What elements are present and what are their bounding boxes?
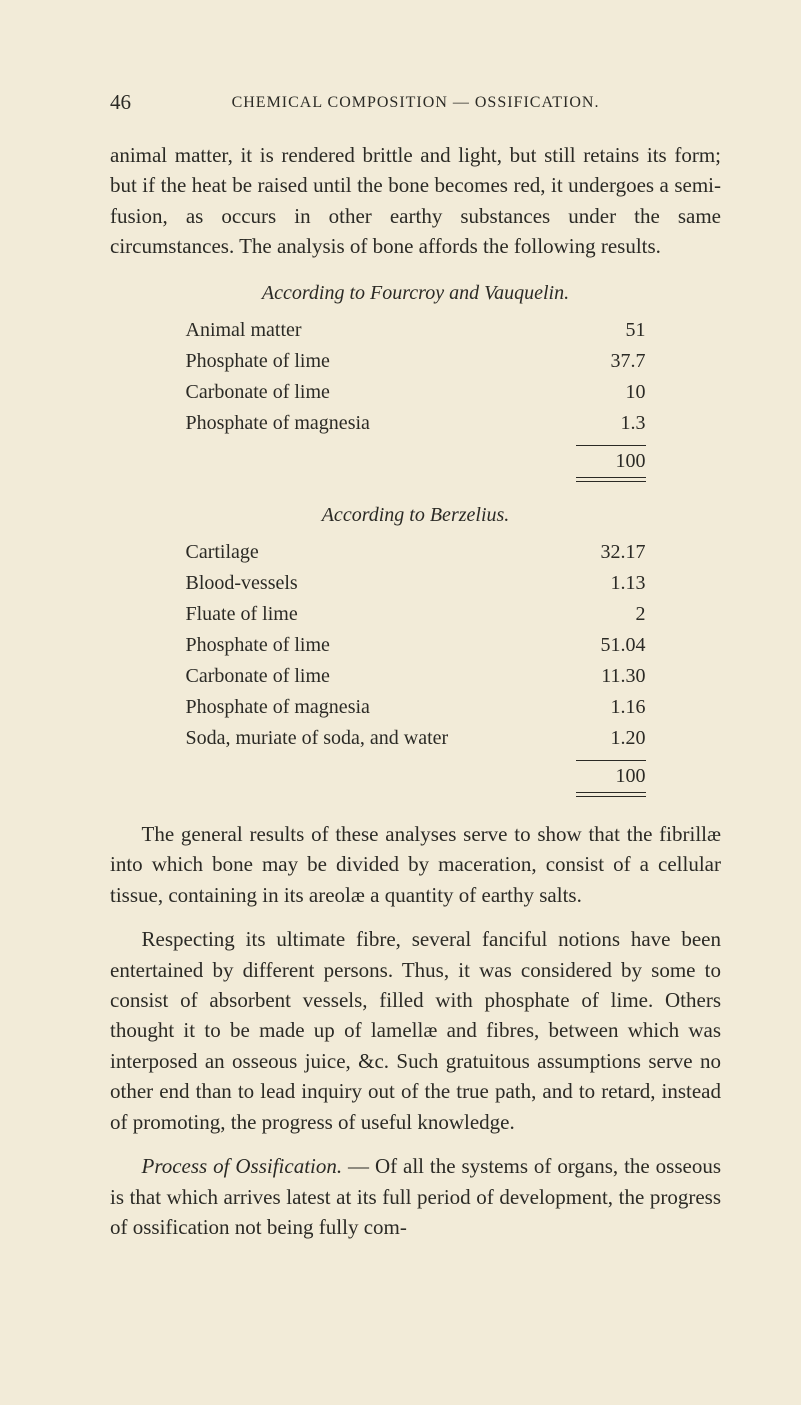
leader-dots (330, 346, 556, 377)
table-row: Cartilage 32.17 (186, 537, 646, 568)
row-value: 1.3 (556, 408, 646, 439)
table1-total: 100 (556, 450, 646, 473)
table-row: Animal matter 51 (186, 315, 646, 346)
leader-dots (302, 315, 556, 346)
row-label: Soda, muriate of soda, and water (186, 723, 449, 754)
sum-rule-double (576, 792, 646, 797)
leader-dots (370, 692, 556, 723)
leader-dots (330, 630, 556, 661)
paragraph-2: The general results of these analyses se… (110, 819, 721, 910)
table-row: Carbonate of lime 10 (186, 377, 646, 408)
table2-total: 100 (556, 765, 646, 788)
row-label: Phosphate of magnesia (186, 692, 370, 723)
paragraph-4-lead: Process of Ossification. (142, 1154, 343, 1178)
page: 46 CHEMICAL COMPOSITION — OSSIFICATION. … (0, 0, 801, 1316)
sum-rule-double (576, 477, 646, 482)
row-label: Phosphate of lime (186, 630, 330, 661)
leader-dots (330, 377, 556, 408)
paragraph-1: animal matter, it is rendered brittle an… (110, 140, 721, 262)
table1-title: According to Fourcroy and Vauquelin. (110, 282, 721, 305)
leader-dots (298, 568, 556, 599)
row-label: Carbonate of lime (186, 661, 330, 692)
table-row: Soda, muriate of soda, and water 1.20 (186, 723, 646, 754)
row-label: Cartilage (186, 537, 259, 568)
paragraph-4: Process of Ossification. — Of all the sy… (110, 1151, 721, 1242)
row-label: Animal matter (186, 315, 302, 346)
table-row: Carbonate of lime 11.30 (186, 661, 646, 692)
table-row: Blood-vessels 1.13 (186, 568, 646, 599)
row-value: 11.30 (556, 661, 646, 692)
row-label: Phosphate of lime (186, 346, 330, 377)
row-value: 1.20 (556, 723, 646, 754)
table-row: Phosphate of magnesia 1.3 (186, 408, 646, 439)
row-value: 51.04 (556, 630, 646, 661)
row-label: Phosphate of magnesia (186, 408, 370, 439)
table1: Animal matter 51 Phosphate of lime 37.7 … (186, 315, 646, 482)
sum-rule (576, 445, 646, 446)
table-row: Fluate of lime 2 (186, 599, 646, 630)
row-value: 32.17 (556, 537, 646, 568)
leader-dots (330, 661, 556, 692)
row-value: 51 (556, 315, 646, 346)
row-value: 37.7 (556, 346, 646, 377)
table-row: Phosphate of lime 51.04 (186, 630, 646, 661)
row-value: 1.13 (556, 568, 646, 599)
table-row: Phosphate of magnesia 1.16 (186, 692, 646, 723)
table1-total-row: 100 (186, 450, 646, 473)
leader-dots (448, 723, 555, 754)
leader-dots (259, 537, 556, 568)
paragraph-3: Respecting its ultimate fibre, several f… (110, 924, 721, 1137)
table2-title: According to Berzelius. (110, 504, 721, 527)
row-value: 10 (556, 377, 646, 408)
row-label: Carbonate of lime (186, 377, 330, 408)
running-head: CHEMICAL COMPOSITION — OSSIFICATION. (110, 90, 721, 112)
row-value: 2 (556, 599, 646, 630)
table-row: Phosphate of lime 37.7 (186, 346, 646, 377)
sum-rule (576, 760, 646, 761)
leader-dots (298, 599, 556, 630)
leader-dots (370, 408, 556, 439)
row-value: 1.16 (556, 692, 646, 723)
row-label: Blood-vessels (186, 568, 298, 599)
page-number: 46 (110, 90, 131, 115)
table2-total-row: 100 (186, 765, 646, 788)
table2: Cartilage 32.17 Blood-vessels 1.13 Fluat… (186, 537, 646, 797)
row-label: Fluate of lime (186, 599, 298, 630)
